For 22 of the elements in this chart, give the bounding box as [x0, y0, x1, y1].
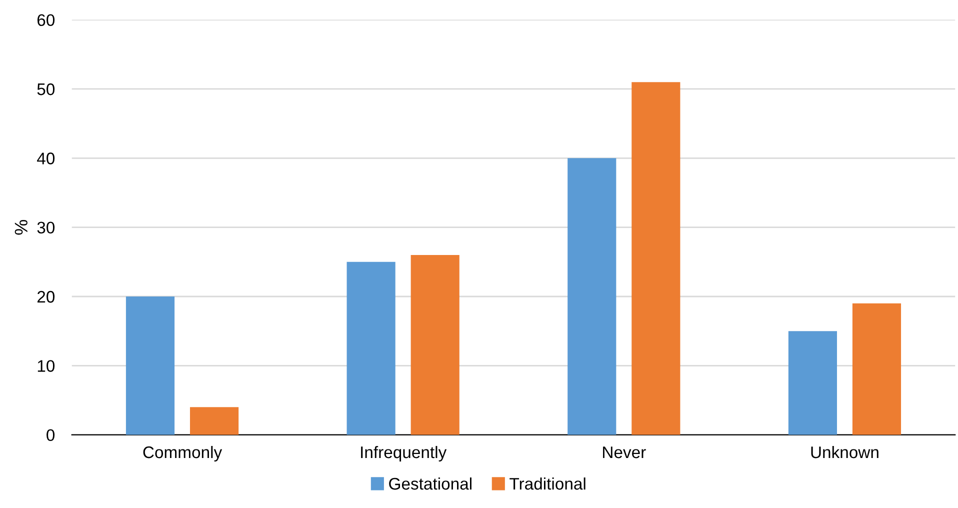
- bar: [632, 82, 680, 435]
- legend-label: Traditional: [510, 477, 586, 490]
- bar: [788, 331, 837, 435]
- bar: [126, 296, 175, 435]
- y-tick-label: 50: [37, 83, 55, 96]
- x-tick-label: Unknown: [811, 446, 878, 458]
- y-tick-label: 30: [37, 222, 55, 234]
- bar: [410, 255, 460, 435]
- x-tick-label: Infrequently: [361, 446, 447, 462]
- x-tick-label: Never: [603, 446, 646, 458]
- y-tick-label: 20: [37, 290, 55, 303]
- y-axis-title: %: [14, 220, 28, 235]
- bar: [852, 303, 902, 435]
- bar: [190, 407, 239, 435]
- bar: [346, 262, 396, 435]
- legend-label: Gestational: [389, 477, 472, 490]
- bar: [568, 158, 616, 435]
- y-tick-label: 10: [38, 360, 55, 372]
- y-tick-label: 40: [37, 152, 55, 164]
- y-tick-label: 60: [37, 14, 55, 26]
- y-tick-label: 0: [46, 429, 55, 442]
- x-tick-label: Commonly: [143, 446, 222, 462]
